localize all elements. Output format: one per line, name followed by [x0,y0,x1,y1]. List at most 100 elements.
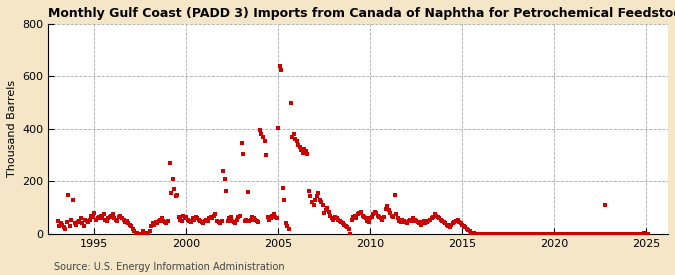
Point [142,230,153,235]
Point [99,212,109,216]
Point [284,227,294,231]
Point [503,232,514,236]
Point [576,232,587,236]
Point [605,232,616,236]
Point [88,215,99,219]
Point [630,232,641,236]
Point [130,232,141,236]
Point [633,232,644,236]
Point [129,229,140,233]
Point [574,232,585,236]
Point [420,221,431,226]
Point [68,198,78,202]
Point [135,232,146,236]
Point [381,204,392,208]
Point [516,232,527,236]
Point [585,232,596,236]
Point [136,232,147,236]
Point [421,220,432,224]
Point [612,232,622,236]
Point [522,232,533,236]
Point [485,232,495,236]
Point [589,232,599,236]
Point [493,232,504,236]
Point [478,232,489,236]
Point [256,132,267,136]
Point [186,220,196,224]
Point [495,232,506,236]
Point [351,216,362,220]
Point [227,219,238,223]
Point [212,219,223,223]
Point [317,203,328,207]
Point [105,215,115,219]
Point [544,232,555,236]
Point [205,215,216,219]
Point [403,219,414,223]
Point [470,232,481,236]
Point [344,227,354,231]
Point [415,222,426,227]
Point [146,224,157,228]
Point [69,221,80,226]
Point [74,219,84,223]
Point [171,192,182,197]
Point [591,232,602,236]
Point [310,198,321,202]
Point [124,222,135,227]
Point [306,200,317,205]
Point [55,221,66,226]
Point [375,216,386,220]
Point [164,161,175,165]
Point [230,221,241,226]
Point [406,219,417,223]
Point [562,232,573,236]
Point [383,208,394,213]
Point [308,203,319,207]
Point [518,232,529,236]
Point [622,232,633,236]
Point [258,134,269,139]
Point [357,213,368,218]
Point [398,219,409,223]
Point [627,232,638,236]
Point [207,216,218,220]
Point [187,216,198,220]
Point [103,216,113,220]
Point [80,217,90,222]
Point [287,134,298,139]
Point [461,227,472,231]
Point [475,232,486,236]
Point [602,232,613,236]
Point [170,194,181,198]
Point [590,232,601,236]
Point [338,221,348,226]
Point [261,153,271,157]
Point [111,217,122,222]
Point [457,222,468,227]
Point [122,219,132,223]
Point [373,213,383,218]
Point [327,216,338,220]
Point [452,217,463,222]
Point [75,216,86,220]
Point [428,215,439,219]
Point [252,219,263,223]
Point [247,215,258,219]
Point [593,232,604,236]
Point [148,222,159,227]
Point [144,229,155,233]
Point [276,68,287,72]
Point [292,139,302,143]
Point [152,221,163,226]
Point [228,220,239,224]
Point [254,128,265,133]
Point [397,217,408,222]
Point [126,224,136,228]
Point [342,225,352,230]
Point [628,232,639,236]
Point [509,232,520,236]
Point [463,228,474,232]
Point [106,213,117,218]
Point [451,219,462,223]
